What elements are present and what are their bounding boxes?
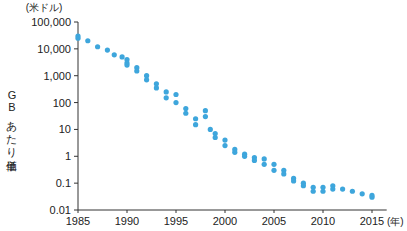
y-tick (74, 102, 78, 103)
point (164, 89, 169, 94)
x-tick-label: 2000 (213, 215, 237, 227)
point (124, 62, 129, 67)
point (222, 143, 227, 148)
x-tick-label: 1995 (164, 215, 188, 227)
point (271, 168, 276, 173)
x-tick-label: 1990 (115, 215, 139, 227)
point (350, 189, 355, 194)
point (193, 122, 198, 127)
point (105, 47, 110, 52)
y-tick-label: 0.1 (56, 177, 71, 189)
y-tick (74, 129, 78, 130)
point (112, 52, 117, 57)
point (120, 54, 125, 59)
y-tick-label: 1 (65, 150, 71, 162)
y-tick (74, 210, 78, 211)
point (203, 108, 208, 113)
point (173, 92, 178, 97)
y-tick (74, 183, 78, 184)
point (95, 44, 100, 49)
point (222, 138, 227, 143)
point (208, 127, 213, 132)
x-tick (176, 210, 177, 213)
x-tick (372, 210, 373, 213)
point (85, 38, 90, 43)
point (144, 77, 149, 82)
x-tick-label: 2015 (360, 215, 384, 227)
point (281, 171, 286, 176)
unit-label: (米ドル) (26, 2, 63, 13)
x-tick-label: 2010 (311, 215, 335, 227)
point (173, 100, 178, 105)
point (232, 150, 237, 155)
y-axis-line (78, 22, 79, 210)
x-tick (127, 210, 128, 213)
point (213, 135, 218, 140)
point (164, 95, 169, 100)
x-tick-label: 1985 (66, 215, 90, 227)
y-tick (74, 75, 78, 76)
y-tick (74, 48, 78, 49)
point (75, 36, 80, 41)
point (360, 191, 365, 196)
point (183, 106, 188, 111)
point (134, 68, 139, 73)
x-tick (78, 210, 79, 213)
y-tick-label: 10 (59, 123, 71, 135)
y-tick-label: 10,000 (37, 43, 71, 55)
x-tick (323, 210, 324, 213)
x-tick-label: 2005 (262, 215, 286, 227)
point (301, 183, 306, 188)
point (271, 162, 276, 167)
point (193, 116, 198, 121)
x-tick (274, 210, 275, 213)
y-tick (74, 156, 78, 157)
points (75, 33, 374, 199)
point (242, 154, 247, 159)
y-tick-label: 1,000 (43, 70, 71, 82)
point (262, 162, 267, 167)
point (369, 195, 374, 200)
point (340, 187, 345, 192)
x-axis-line (78, 210, 387, 211)
point (320, 185, 325, 190)
point (291, 178, 296, 183)
y-axis-label: GBあたり単価 (6, 89, 18, 172)
y-tick-label: 100 (53, 97, 71, 109)
point (311, 189, 316, 194)
chart: 100,00010,0001,0001001010.10.01198519901… (0, 0, 407, 231)
point (330, 187, 335, 192)
y-tick (74, 22, 78, 23)
x-axis-label: (年) (387, 216, 404, 227)
point (262, 156, 267, 161)
point (252, 158, 257, 163)
point (203, 114, 208, 119)
point (183, 111, 188, 116)
point (154, 85, 159, 90)
y-tick-label: 100,000 (31, 16, 71, 28)
x-tick (225, 210, 226, 213)
